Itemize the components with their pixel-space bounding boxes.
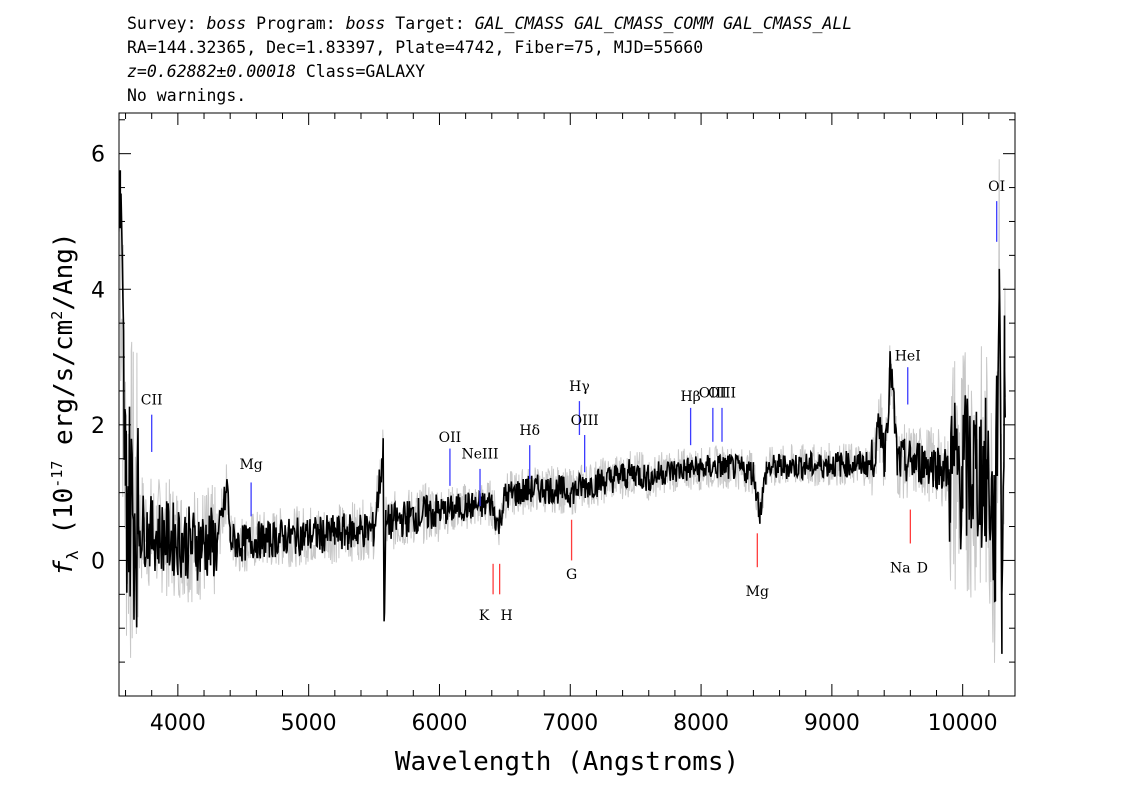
svg-text:fλ (10-17 erg/s/cm2/Ang): fλ (10-17 erg/s/cm2/Ang) [48, 232, 82, 575]
line-label: OII [439, 430, 462, 446]
program-label: Program: [246, 14, 346, 33]
x-tick-label: 7000 [542, 711, 598, 736]
x-tick-label: 6000 [411, 711, 467, 736]
target-label: Target: [385, 14, 475, 33]
plot-frame [118, 112, 1016, 697]
line-label: OIII [708, 386, 736, 402]
class-value: Class=GALAXY [295, 62, 426, 81]
x-tick-label: 9000 [804, 711, 860, 736]
y-tick-label: 6 [91, 143, 105, 168]
y-tick-label: 2 [91, 414, 105, 439]
header-line-3: z=0.62882±0.00018 Class=GALAXY [127, 61, 425, 83]
y-tick-label: 0 [91, 549, 105, 574]
header-line-4: No warnings. [127, 86, 247, 105]
line-label: Hδ [519, 423, 540, 439]
line-label: HeI [895, 348, 921, 364]
spectrum-line [118, 170, 1006, 654]
line-label: OIII [699, 386, 727, 402]
line-label: OIII [571, 413, 599, 429]
line-label: H [501, 608, 513, 624]
line-label: Hγ [569, 379, 590, 395]
line-label: NeIII [461, 447, 498, 463]
error-path [119, 159, 1006, 663]
error-band [119, 159, 1006, 663]
x-axis-label: Wavelength (Angstroms) [395, 747, 739, 777]
x-tick-label: 5000 [281, 711, 337, 736]
x-tick-label: 4000 [150, 711, 206, 736]
program-value: boss [345, 14, 386, 33]
y-tick-label: 4 [91, 278, 105, 303]
survey-label: Survey: [127, 14, 207, 33]
spectrum-series [118, 170, 1006, 654]
header-line-2: RA=144.32365, Dec=1.83397, Plate=4742, F… [127, 38, 704, 57]
x-tick-label: 10000 [928, 711, 998, 736]
line-label: Na [890, 560, 911, 576]
line-label: OI [988, 179, 1005, 195]
line-label: Mg [239, 457, 262, 473]
header-line-1: Survey: boss Program: boss Target: GAL_C… [127, 13, 852, 35]
redshift-value: z=0.62882±0.00018 [127, 62, 296, 81]
line-label: CII [141, 393, 163, 409]
y-axis-label: fλ (10-17 erg/s/cm2/Ang) [48, 232, 82, 575]
survey-value: boss [206, 14, 247, 33]
line-label: Mg [746, 584, 769, 600]
x-tick-label: 8000 [673, 711, 729, 736]
line-label: Hβ [680, 389, 700, 405]
axis-ticks: 4000 5000 6000 7000 8000 9000 10000 0 2 4 6 [91, 113, 1016, 736]
line-label: D [917, 560, 928, 576]
line-label: G [566, 567, 577, 583]
line-label: K [479, 608, 490, 624]
target-value: GAL_CMASS GAL_CMASS_COMM GAL_CMASS_ALL [474, 14, 853, 33]
